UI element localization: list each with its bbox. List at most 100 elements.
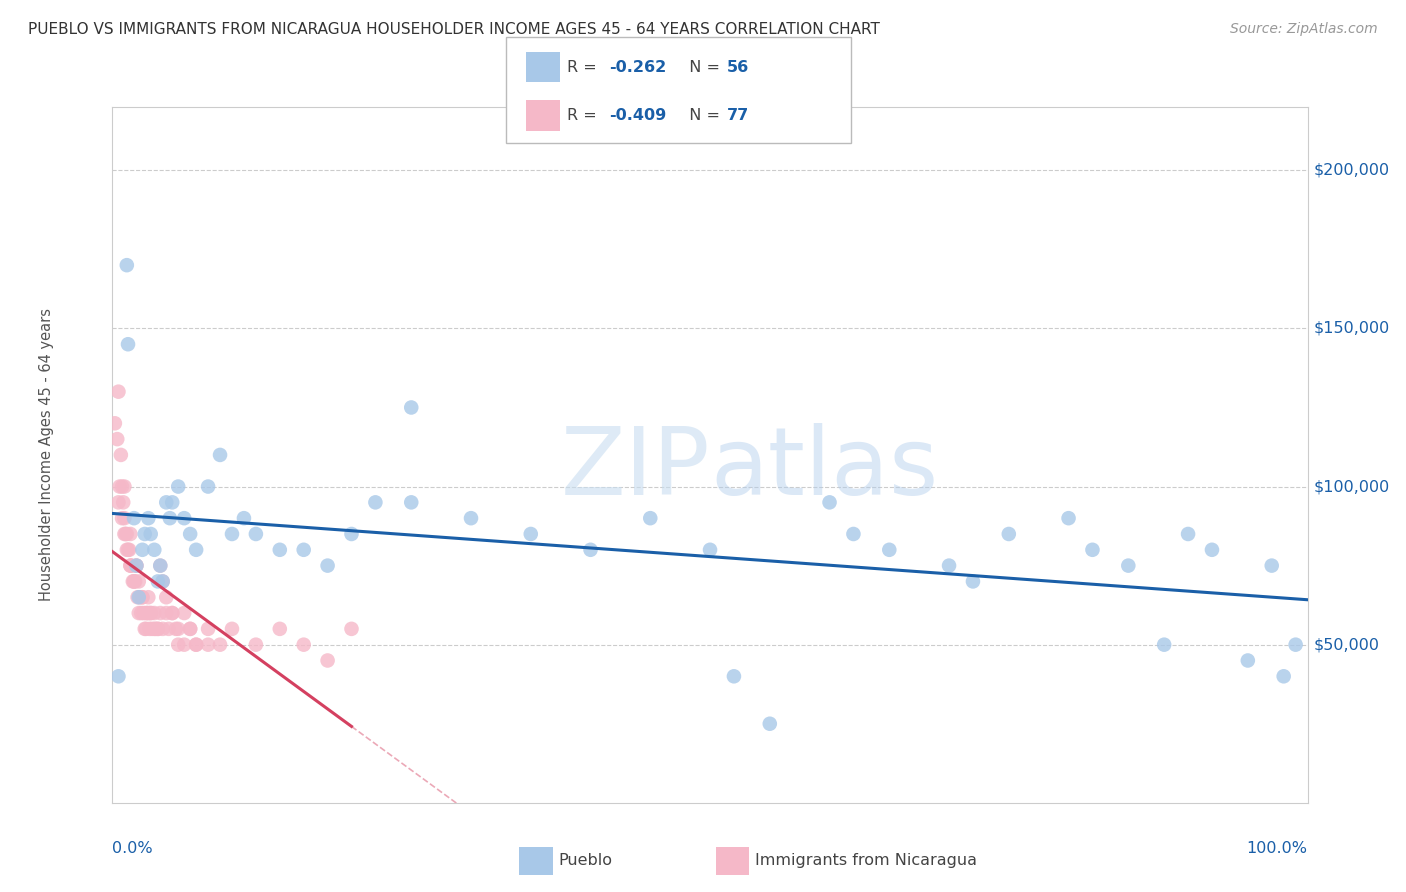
Point bbox=[340, 527, 363, 541]
Point bbox=[842, 527, 865, 541]
Point bbox=[138, 591, 160, 605]
Point bbox=[143, 542, 166, 557]
Point bbox=[340, 622, 363, 636]
Point bbox=[173, 511, 195, 525]
Point bbox=[316, 558, 339, 573]
Point bbox=[120, 558, 142, 573]
Point bbox=[316, 653, 339, 667]
Point bbox=[520, 527, 543, 541]
Point bbox=[129, 591, 152, 605]
Point bbox=[197, 479, 219, 493]
Point bbox=[104, 417, 127, 431]
Text: -0.262: -0.262 bbox=[609, 60, 666, 75]
Point bbox=[1285, 638, 1308, 652]
Point bbox=[128, 591, 150, 605]
Point bbox=[125, 558, 148, 573]
Point bbox=[245, 638, 267, 652]
Point bbox=[110, 448, 132, 462]
Point bbox=[938, 558, 960, 573]
Point bbox=[167, 638, 190, 652]
Point bbox=[155, 591, 177, 605]
Text: R =: R = bbox=[567, 60, 602, 75]
Point bbox=[121, 574, 143, 589]
Point bbox=[1177, 527, 1199, 541]
Point bbox=[460, 511, 482, 525]
Point bbox=[699, 542, 721, 557]
Point bbox=[114, 527, 136, 541]
Point bbox=[155, 606, 177, 620]
Point bbox=[131, 591, 153, 605]
Point bbox=[179, 622, 201, 636]
Point bbox=[112, 495, 135, 509]
Point bbox=[138, 511, 160, 525]
Point bbox=[121, 558, 143, 573]
Point bbox=[125, 558, 148, 573]
Point bbox=[138, 606, 160, 620]
Point bbox=[105, 432, 128, 446]
Point bbox=[115, 542, 138, 557]
Point bbox=[152, 574, 174, 589]
Point bbox=[143, 622, 166, 636]
Point bbox=[118, 542, 141, 557]
Point bbox=[124, 574, 146, 589]
Point bbox=[145, 622, 167, 636]
Point bbox=[117, 337, 139, 351]
Text: ZIP: ZIP bbox=[561, 423, 710, 515]
Text: R =: R = bbox=[567, 108, 602, 123]
Point bbox=[139, 527, 162, 541]
Point bbox=[134, 622, 156, 636]
Point bbox=[1237, 653, 1260, 667]
Point bbox=[269, 622, 291, 636]
Point bbox=[108, 479, 131, 493]
Point bbox=[141, 622, 163, 636]
Point bbox=[125, 558, 148, 573]
Point bbox=[167, 479, 190, 493]
Point bbox=[111, 511, 134, 525]
Point bbox=[186, 638, 208, 652]
Point bbox=[149, 606, 172, 620]
Point bbox=[129, 606, 152, 620]
Point bbox=[1116, 558, 1139, 573]
Point bbox=[208, 638, 231, 652]
Point bbox=[138, 622, 160, 636]
Point bbox=[1153, 638, 1175, 652]
Point bbox=[186, 542, 208, 557]
Point bbox=[401, 495, 423, 509]
Point bbox=[1260, 558, 1282, 573]
Point bbox=[114, 511, 135, 525]
Text: N =: N = bbox=[679, 60, 725, 75]
Point bbox=[149, 558, 172, 573]
Text: N =: N = bbox=[679, 108, 725, 123]
Point bbox=[197, 638, 219, 652]
Point bbox=[107, 384, 129, 399]
Point bbox=[245, 527, 267, 541]
Point bbox=[877, 542, 900, 557]
Text: $200,000: $200,000 bbox=[1313, 163, 1389, 178]
Point bbox=[107, 669, 129, 683]
Point bbox=[723, 669, 745, 683]
Text: $50,000: $50,000 bbox=[1313, 637, 1379, 652]
Point bbox=[114, 479, 135, 493]
Point bbox=[179, 622, 201, 636]
Point bbox=[221, 622, 243, 636]
Point bbox=[638, 511, 662, 525]
Point bbox=[146, 622, 169, 636]
Point bbox=[107, 495, 129, 509]
Point bbox=[127, 591, 149, 605]
Point bbox=[122, 574, 145, 589]
Point bbox=[152, 622, 174, 636]
Point bbox=[292, 542, 315, 557]
Point bbox=[221, 527, 243, 541]
Point bbox=[115, 527, 138, 541]
Point bbox=[173, 638, 195, 652]
Point bbox=[146, 622, 169, 636]
Point bbox=[120, 558, 142, 573]
Point bbox=[111, 479, 134, 493]
Point bbox=[1201, 542, 1223, 557]
Point bbox=[128, 574, 150, 589]
Point bbox=[157, 622, 180, 636]
Point bbox=[162, 495, 183, 509]
Point bbox=[117, 542, 139, 557]
Point bbox=[155, 495, 177, 509]
Point bbox=[134, 527, 156, 541]
